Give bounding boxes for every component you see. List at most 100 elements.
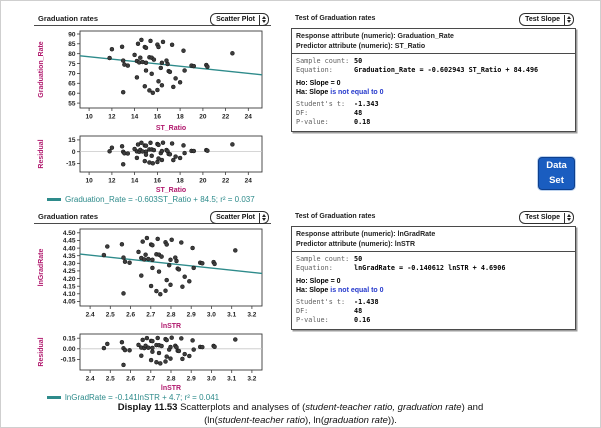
equation-row: Equation: lnGradRate = -0.140612 lnSTR +…: [296, 264, 571, 273]
scatter-plot-dropdown[interactable]: Scatter Plot: [210, 13, 269, 26]
p-label: P-value:: [296, 118, 329, 126]
svg-text:12: 12: [108, 178, 116, 185]
svg-text:20: 20: [199, 114, 207, 121]
svg-text:2.5: 2.5: [106, 312, 115, 319]
svg-text:3.1: 3.1: [227, 312, 236, 319]
ha-value: 0: [379, 287, 384, 294]
stepper-up-icon: [262, 16, 266, 19]
svg-text:2.4: 2.4: [86, 376, 95, 383]
p-value-row: P-value: 0.18: [296, 118, 571, 127]
svg-text:2.9: 2.9: [187, 312, 196, 319]
svg-text:3.2: 3.2: [247, 312, 256, 319]
svg-text:4.25: 4.25: [63, 268, 76, 275]
dropdown-label: Test Slope: [525, 214, 560, 221]
svg-text:3.0: 3.0: [207, 376, 216, 383]
svg-text:2.5: 2.5: [106, 376, 115, 383]
svg-text:2.7: 2.7: [146, 312, 155, 319]
svg-text:18: 18: [176, 178, 184, 185]
svg-text:0.00: 0.00: [63, 346, 76, 353]
svg-text:2.4: 2.4: [86, 312, 95, 319]
null-hypothesis: Ho: Slope = 0: [296, 277, 571, 286]
graph-title: Graduation rates: [38, 14, 99, 23]
svg-text:4.20: 4.20: [63, 276, 76, 283]
graph-titlebar: Graduation rates Scatter Plot: [34, 13, 271, 26]
svg-text:Residual: Residual: [38, 337, 45, 366]
svg-text:lnGradRate: lnGradRate: [38, 249, 45, 287]
svg-text:ST_Ratio: ST_Ratio: [156, 187, 186, 194]
residual-plot-top: 10 12 14 16 18 20 22 24 -15 0 15 ST_Ratio Residual: [38, 135, 263, 194]
test-window-bottom: Test of Graduation rates Test Slope Resp…: [291, 211, 576, 330]
test-slope-dropdown[interactable]: Test Slope: [519, 211, 574, 224]
svg-text:90: 90: [68, 31, 76, 38]
svg-text:0: 0: [72, 149, 76, 156]
test-results-box: Response attribute (numeric): Graduation…: [291, 28, 576, 132]
svg-text:2.8: 2.8: [166, 376, 175, 383]
graph-title: Graduation rates: [38, 212, 99, 221]
svg-text:Residual: Residual: [38, 139, 45, 168]
stepper-down-icon: [262, 20, 266, 23]
stepper-down-icon: [567, 20, 571, 23]
sample-count-value: 50: [354, 57, 363, 65]
sample-count-label: Sample count:: [296, 57, 350, 65]
test-titlebar: Test of Graduation rates Test Slope: [291, 13, 576, 28]
svg-text:ST_Ratio: ST_Ratio: [156, 125, 186, 132]
svg-text:2.6: 2.6: [126, 376, 135, 383]
test-title: Test of Graduation rates: [295, 15, 376, 22]
svg-text:85: 85: [68, 41, 76, 48]
svg-text:22: 22: [222, 114, 230, 121]
svg-text:24: 24: [245, 114, 253, 121]
data-set-icon[interactable]: Data Set: [538, 157, 575, 190]
t-value: -1.343: [354, 100, 379, 108]
sample-count-label: Sample count:: [296, 255, 350, 263]
svg-text:4.50: 4.50: [63, 230, 76, 237]
caption-line-1: Display 11.53 Scatterplots and analyses …: [117, 402, 484, 413]
svg-text:70: 70: [68, 71, 76, 78]
scatter-plot-bottom: 2.4 2.5 2.6 2.7 2.8 2.9 3.0 3.1 3.24.054.104.154…: [38, 228, 263, 330]
graph-titlebar: Graduation rates Scatter Plot: [34, 211, 271, 224]
graph-window-bottom: Graduation rates Scatter Plot 2.4 2.5 2.6 2…: [34, 211, 271, 403]
t-statistic-row: Student's t: -1.438: [296, 298, 571, 307]
regression-equation-legend: lnGradRate = -0.141lnSTR + 4.7; r² = 0.0…: [65, 393, 220, 402]
test-titlebar: Test of Graduation rates Test Slope: [291, 211, 576, 226]
test-slope-dropdown[interactable]: Test Slope: [519, 13, 574, 26]
svg-text:10: 10: [85, 114, 93, 121]
ho-label: Ho:: [296, 80, 308, 87]
stepper-icon: [259, 14, 266, 25]
display-number: Display 11.53: [117, 402, 178, 413]
svg-text:4.30: 4.30: [63, 261, 76, 268]
response-attribute: Response attribute (numeric): lnGradRate: [296, 231, 436, 238]
ha-prefix: Slope: [309, 89, 329, 96]
stepper-down-icon: [567, 218, 571, 221]
p-value: 0.16: [354, 316, 371, 324]
ho-label: Ho:: [296, 278, 308, 285]
divider: [292, 251, 575, 252]
scatter-plot-dropdown[interactable]: Scatter Plot: [210, 211, 269, 224]
svg-text:2.7: 2.7: [146, 376, 155, 383]
dropdown-label: Scatter Plot: [216, 16, 255, 23]
dropdown-label: Scatter Plot: [216, 214, 255, 221]
svg-text:lnSTR: lnSTR: [161, 385, 181, 392]
df-label: DF:: [296, 109, 309, 117]
t-label: Student's t:: [296, 100, 346, 108]
svg-text:2.6: 2.6: [126, 312, 135, 319]
ha-prefix: Slope: [309, 287, 329, 294]
ha-relation[interactable]: is not equal to: [330, 89, 378, 96]
legend-row: Graduation_Rate = -0.603ST_Ratio + 84.5;…: [34, 194, 271, 205]
svg-text:75: 75: [68, 61, 76, 68]
svg-text:3.2: 3.2: [247, 376, 256, 383]
svg-text:14: 14: [131, 178, 139, 185]
svg-text:4.10: 4.10: [63, 291, 76, 298]
sample-count-row: Sample count: 50: [296, 57, 571, 66]
svg-text:4.45: 4.45: [63, 238, 76, 245]
svg-text:2.8: 2.8: [166, 312, 175, 319]
p-label: P-value:: [296, 316, 329, 324]
stepper-up-icon: [567, 16, 571, 19]
dropdown-label: Test Slope: [525, 16, 560, 23]
svg-text:20: 20: [199, 178, 207, 185]
svg-text:4.05: 4.05: [63, 299, 76, 306]
t-statistic-row: Student's t: -1.343: [296, 100, 571, 109]
ha-relation[interactable]: is not equal to: [330, 287, 378, 294]
t-label: Student's t:: [296, 298, 346, 306]
stepper-down-icon: [262, 218, 266, 221]
